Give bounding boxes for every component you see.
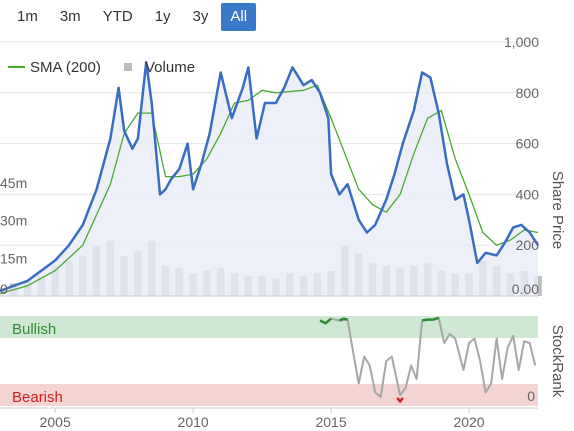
range-button-1m[interactable]: 1m — [17, 8, 38, 25]
year-tick-label: 2010 — [178, 414, 209, 430]
bullish-band — [0, 316, 538, 338]
range-button-1y[interactable]: 1y — [154, 8, 171, 25]
price-tick-label: 0.00 — [512, 281, 539, 297]
range-selector: 1m 3m YTD 1y 3y All — [8, 3, 260, 31]
price-panel — [0, 41, 542, 297]
volume-tick-label: 30m — [0, 213, 27, 229]
legend-volume-marker — [124, 63, 132, 71]
stockrank-bullish-segment — [338, 317, 348, 322]
stockrank-bearish-segment — [396, 397, 404, 403]
price-axis-title: Share Price — [549, 171, 566, 249]
sma-line — [0, 84, 539, 295]
stockrank-bullish-segment — [421, 316, 440, 322]
year-tick-label: 2015 — [315, 414, 346, 430]
price-area-fill — [0, 62, 538, 296]
legend-volume-label[interactable]: Volume — [145, 59, 195, 76]
stockrank-highlights — [319, 316, 440, 403]
legend: SMA (200) Volume — [8, 59, 195, 76]
stockrank-bullish-segment — [319, 317, 332, 325]
x-axis: 2005 2010 2015 2020 — [40, 408, 485, 430]
stockrank-axis-title: StockRank — [549, 325, 566, 398]
stockrank-tick-label: 0 — [527, 388, 535, 404]
price-tick-label: 800 — [516, 85, 540, 101]
year-tick-label: 2005 — [40, 414, 71, 430]
bearish-label: Bearish — [12, 389, 63, 406]
price-axis: 0.00 200 400 600 800 1,000 Share Price — [504, 34, 566, 297]
volume-tick-label: 45m — [0, 175, 27, 191]
range-button-ytd[interactable]: YTD — [102, 8, 133, 25]
volume-axis: 0 15m 30m 45m — [0, 175, 27, 297]
volume-tick-label: 15m — [0, 250, 27, 266]
price-tick-label: 600 — [516, 136, 540, 152]
bearish-band — [0, 384, 538, 406]
price-tick-label: 200 — [516, 237, 540, 253]
volume-tick-label: 0 — [0, 281, 8, 297]
price-tick-label: 400 — [516, 186, 540, 202]
range-button-3m[interactable]: 3m — [59, 8, 81, 25]
range-button-3y[interactable]: 3y — [192, 8, 209, 25]
year-tick-label: 2020 — [453, 414, 484, 430]
stockrank-panel: Bullish Bearish 0 StockRank — [0, 316, 566, 409]
bullish-label: Bullish — [12, 321, 56, 338]
price-tick-label: 1,000 — [504, 34, 539, 50]
price-line — [0, 61, 540, 293]
range-button-all[interactable]: All — [221, 3, 257, 31]
legend-sma-label[interactable]: SMA (200) — [30, 59, 101, 76]
